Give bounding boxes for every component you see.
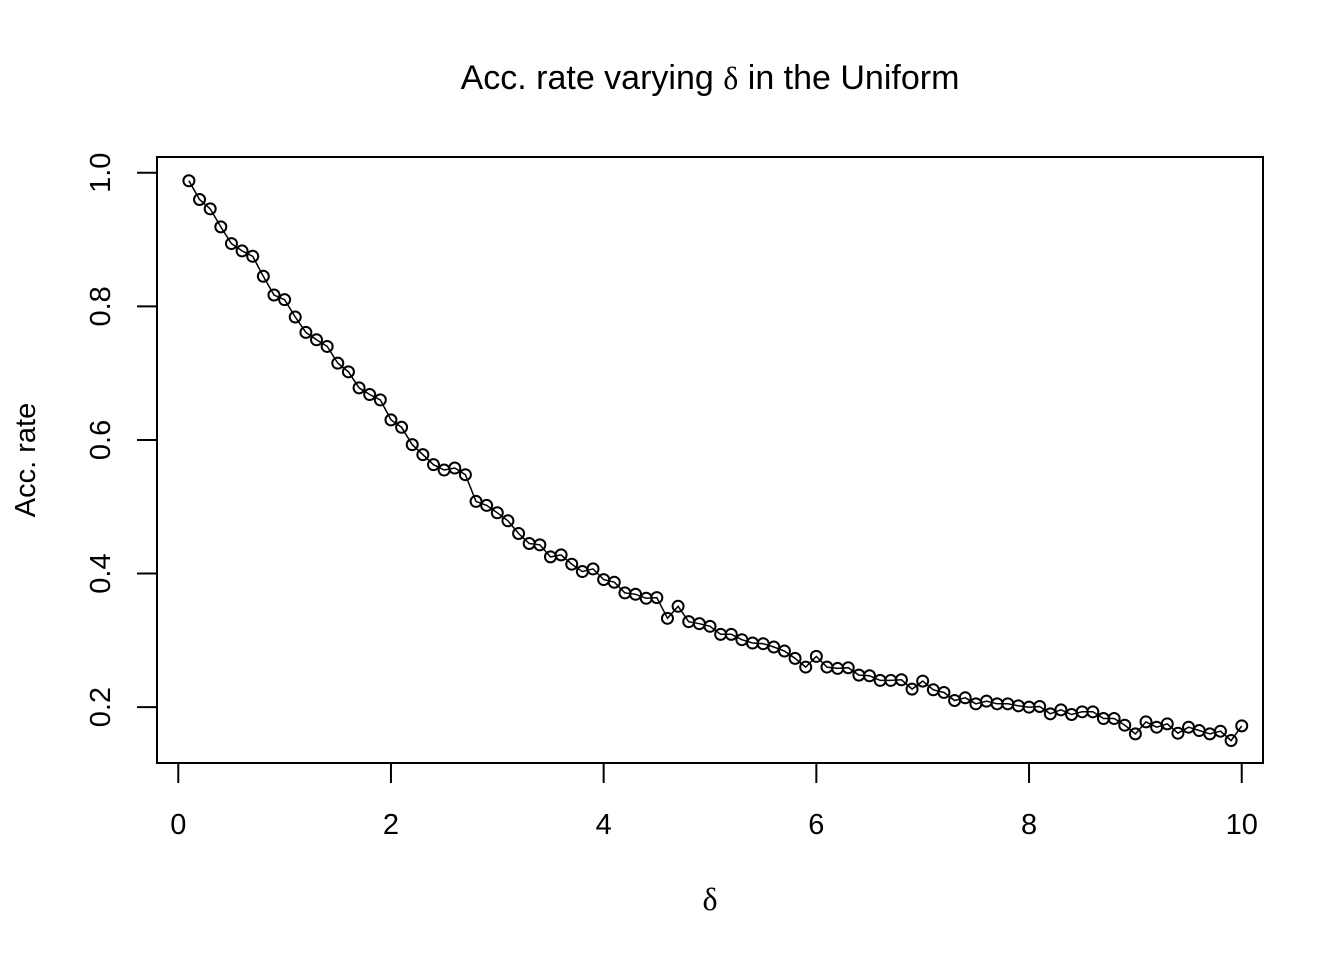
data-point <box>288 310 302 324</box>
data-point <box>629 587 643 601</box>
data-point <box>809 649 823 663</box>
y-axis: 0.2 0.4 0.6 0.8 1.0 <box>85 153 158 727</box>
data-point <box>1213 724 1227 738</box>
data-point <box>448 461 462 475</box>
data-point <box>501 514 515 528</box>
data-point <box>203 202 217 216</box>
data-point <box>650 591 664 605</box>
data-point <box>958 691 972 705</box>
data-point <box>320 339 334 353</box>
data-point <box>671 599 685 613</box>
data-point <box>554 548 568 562</box>
data-points <box>182 174 1249 748</box>
data-point <box>1118 718 1132 732</box>
data-point <box>916 674 930 688</box>
plot-frame <box>156 156 1264 764</box>
chart-title: Acc. rate varying δ in the Uniform <box>461 59 960 97</box>
data-point <box>1128 727 1142 741</box>
data-point <box>1160 717 1174 731</box>
data-point <box>395 420 409 434</box>
data-point <box>363 388 377 402</box>
series-line <box>188 180 1243 742</box>
data-point <box>331 356 345 370</box>
x-tick-label: 0 <box>170 809 186 841</box>
x-tick-label: 2 <box>383 809 399 841</box>
data-point <box>863 669 877 683</box>
y-tick-label: 1.0 <box>85 153 117 193</box>
data-point <box>490 506 504 520</box>
x-tick-label: 4 <box>596 809 612 841</box>
data-point <box>384 413 398 427</box>
data-point <box>182 174 196 188</box>
data-point <box>512 526 526 540</box>
data-point <box>267 288 281 302</box>
data-point <box>1086 705 1100 719</box>
data-point <box>235 244 249 258</box>
data-point <box>193 192 207 206</box>
data-point <box>1171 726 1185 740</box>
y-tick-label: 0.6 <box>85 420 117 460</box>
x-axis: 0 2 4 6 8 10 <box>170 762 1258 841</box>
data-point <box>373 393 387 407</box>
x-tick-label: 10 <box>1226 809 1258 841</box>
data-point <box>469 494 483 508</box>
data-point <box>278 293 292 307</box>
y-tick-label: 0.8 <box>85 286 117 326</box>
data-point <box>458 468 472 482</box>
y-tick-label: 0.4 <box>85 553 117 593</box>
data-point <box>310 333 324 347</box>
data-point <box>341 365 355 379</box>
data-point <box>224 237 238 251</box>
data-point <box>1054 703 1068 717</box>
data-point <box>352 381 366 395</box>
data-point <box>607 575 621 589</box>
data-point <box>586 562 600 576</box>
data-point <box>788 651 802 665</box>
y-axis-label: Acc. rate <box>10 403 42 517</box>
data-point <box>480 498 494 512</box>
data-point <box>214 220 228 234</box>
data-point <box>565 557 579 571</box>
data-point <box>703 619 717 633</box>
data-point <box>799 660 813 674</box>
x-axis-label: δ <box>702 881 717 917</box>
data-point <box>1033 699 1047 713</box>
data-point <box>894 673 908 687</box>
data-point <box>660 611 674 625</box>
data-point <box>767 640 781 654</box>
data-point <box>256 269 270 283</box>
data-point <box>405 438 419 452</box>
x-tick-label: 8 <box>1021 809 1037 841</box>
data-point <box>1043 707 1057 721</box>
x-tick-label: 6 <box>808 809 824 841</box>
data-point <box>777 644 791 658</box>
data-point <box>724 627 738 641</box>
data-point <box>905 682 919 696</box>
data-point <box>299 325 313 339</box>
data-point <box>1139 715 1153 729</box>
y-tick-label: 0.2 <box>85 687 117 727</box>
data-point <box>841 661 855 675</box>
data-point <box>533 538 547 552</box>
data-point <box>427 458 440 472</box>
data-point <box>937 685 951 699</box>
data-point <box>246 249 260 263</box>
data-point <box>1224 734 1238 748</box>
data-point <box>1107 712 1121 726</box>
data-point <box>416 448 430 462</box>
data-point <box>1235 719 1249 733</box>
